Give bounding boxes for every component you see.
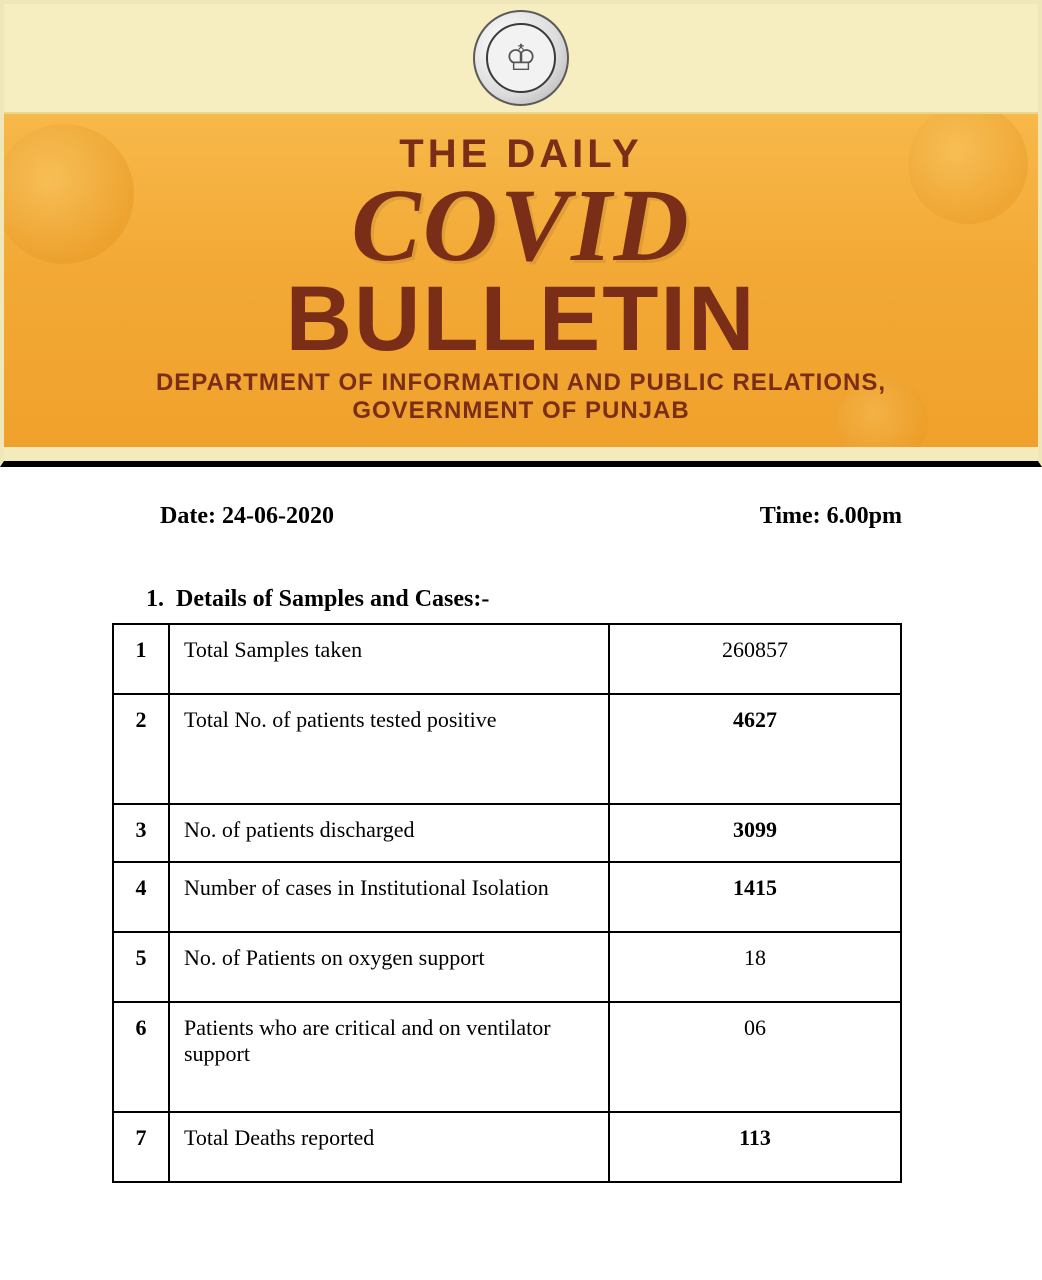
dept-line1: DEPARTMENT OF INFORMATION AND PUBLIC REL… [14,369,1028,397]
section-heading: Details of Samples and Cases:- [176,586,489,613]
row-value: 3099 [609,804,901,862]
row-label: No. of Patients on oxygen support [169,932,609,1002]
emblem-glyph-icon: ♔ [505,37,537,79]
meta-row: Date: 24-06-2020 Time: 6.00pm [40,503,1002,530]
dept-line2: GOVERNMENT OF PUNJAB [14,397,1028,425]
row-value: 4627 [609,694,901,804]
banner-title-line3: BULLETIN [14,276,1028,363]
row-label: Total No. of patients tested positive [169,694,609,804]
content-area: Date: 24-06-2020 Time: 6.00pm 1. Details… [0,467,1042,1223]
row-index: 2 [113,694,169,804]
table-row: 2Total No. of patients tested positive46… [113,694,901,804]
table-row: 6Patients who are critical and on ventil… [113,1002,901,1112]
emblem-strip: ♔ [4,4,1038,112]
row-label: Total Deaths reported [169,1112,609,1182]
row-index: 3 [113,804,169,862]
row-value: 1415 [609,862,901,932]
row-value: 18 [609,932,901,1002]
govt-emblem-icon: ♔ [473,10,569,106]
row-index: 1 [113,624,169,694]
banner: ♔ THE DAILY COVID BULLETIN DEPARTMENT OF… [0,0,1042,467]
row-value: 06 [609,1002,901,1112]
table-row: 4Number of cases in Institutional Isolat… [113,862,901,932]
row-index: 5 [113,932,169,1002]
table-row: 5No. of Patients on oxygen support18 [113,932,901,1002]
table-row: 1Total Samples taken260857 [113,624,901,694]
row-index: 7 [113,1112,169,1182]
table-row: 3No. of patients discharged3099 [113,804,901,862]
bulletin-page: ♔ THE DAILY COVID BULLETIN DEPARTMENT OF… [0,0,1042,1223]
row-label: Number of cases in Institutional Isolati… [169,862,609,932]
banner-title-line2: COVID [14,177,1028,276]
row-index: 6 [113,1002,169,1112]
main-banner: THE DAILY COVID BULLETIN DEPARTMENT OF I… [4,112,1038,447]
time-label: Time: 6.00pm [760,503,902,530]
section-number: 1. [136,586,164,613]
row-label: No. of patients discharged [169,804,609,862]
row-value: 260857 [609,624,901,694]
cases-table: 1Total Samples taken2608572Total No. of … [112,623,902,1183]
row-label: Total Samples taken [169,624,609,694]
table-row: 7Total Deaths reported113 [113,1112,901,1182]
row-index: 4 [113,862,169,932]
row-value: 113 [609,1112,901,1182]
banner-bottom-strip [4,447,1038,461]
section-title: 1. Details of Samples and Cases:- [136,586,1002,613]
row-label: Patients who are critical and on ventila… [169,1002,609,1112]
emblem-inner-icon: ♔ [486,23,556,93]
date-label: Date: 24-06-2020 [160,503,334,530]
